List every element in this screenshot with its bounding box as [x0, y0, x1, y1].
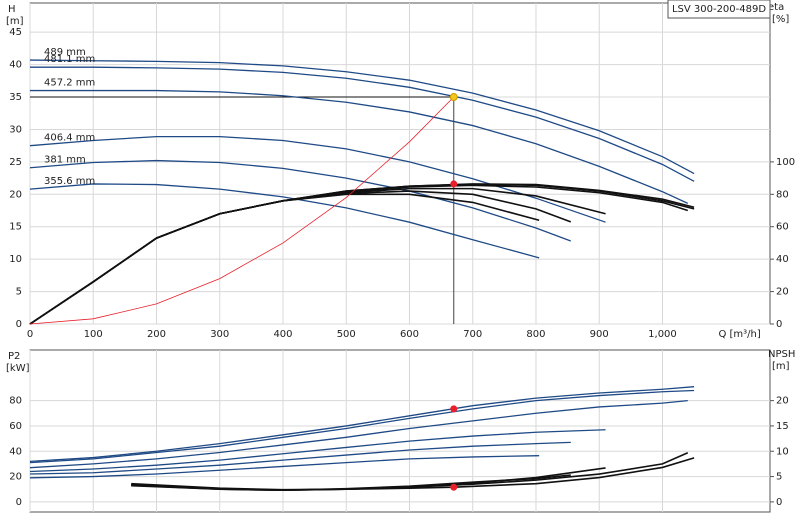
- y-tick-label: 5: [16, 287, 22, 298]
- y2-tick-label: 40: [776, 254, 789, 265]
- y2-axis-unit: [%]: [772, 14, 789, 25]
- operating-point: [450, 405, 458, 413]
- plot-area: [29, 2, 771, 325]
- x-tick-label: 700: [463, 329, 482, 340]
- efficiency-curve: [29, 193, 540, 325]
- curve: [29, 455, 540, 479]
- x-tick-label: 900: [590, 329, 609, 340]
- y-tick-label: 40: [9, 60, 22, 71]
- y-tick-label: 0: [16, 319, 22, 330]
- curve: [30, 89, 689, 204]
- y-axis-unit: [kW]: [6, 363, 30, 374]
- x-tick-label: 400: [273, 329, 292, 340]
- y-tick-label: 0: [16, 497, 22, 508]
- y-tick-label: 15: [9, 222, 22, 233]
- curve-label: 355.6 mm: [44, 176, 95, 187]
- curve: [29, 183, 540, 259]
- y2-axis-unit: [m]: [772, 361, 790, 372]
- y-tick-label: 45: [9, 27, 22, 38]
- y2-axis-label: NPSH: [768, 349, 795, 360]
- y-tick-label: 60: [9, 421, 22, 432]
- y-tick-label: 20: [9, 472, 22, 483]
- y2-tick-label: 10: [776, 446, 789, 457]
- x-tick-label: 200: [147, 329, 166, 340]
- y2-tick-label: 15: [776, 421, 789, 432]
- chart-title: LSV 300-200-489D: [672, 4, 766, 15]
- efficiency-curve: [131, 474, 571, 492]
- y2-tick-label: 80: [776, 189, 789, 200]
- operating-point: [450, 483, 458, 491]
- y2-tick-label: 0: [776, 319, 782, 330]
- curve-label: 381 mm: [44, 155, 86, 166]
- x-axis-label: Q [m³/h]: [718, 329, 760, 340]
- y-tick-label: 30: [9, 124, 22, 135]
- y2-axis-label: eta: [768, 2, 784, 13]
- title-box: [667, 0, 771, 19]
- curve: [29, 441, 571, 475]
- x-tick-label: 1,000: [648, 329, 677, 340]
- y-tick-label: 10: [9, 254, 22, 265]
- y2-tick-label: 0: [776, 497, 782, 508]
- y-tick-label: 80: [9, 396, 22, 407]
- curve: [29, 399, 688, 469]
- y-axis-unit: [m]: [6, 16, 24, 27]
- curve-label: 457.2 mm: [44, 78, 95, 89]
- curve-label: 481.1 mm: [44, 54, 95, 65]
- y2-tick-label: 20: [776, 396, 789, 407]
- y2-tick-label: 20: [776, 287, 789, 298]
- y-axis-label: H: [8, 4, 16, 15]
- y-axis-label: P2: [8, 351, 20, 362]
- curve: [29, 96, 455, 325]
- y-tick-label: 25: [9, 157, 22, 168]
- x-tick-label: 500: [337, 329, 356, 340]
- y2-tick-label: 5: [776, 472, 782, 483]
- y-tick-label: 20: [9, 189, 22, 200]
- y2-tick-label: 60: [776, 222, 789, 233]
- curve: [29, 429, 606, 473]
- curve-label: 406.4 mm: [44, 133, 95, 144]
- y2-tick-label: 100: [776, 157, 795, 168]
- operating-point: [449, 93, 458, 102]
- y-tick-label: 35: [9, 92, 22, 103]
- curve: [30, 66, 695, 182]
- operating-point: [450, 180, 458, 188]
- x-tick-label: 300: [210, 329, 229, 340]
- y-tick-label: 40: [9, 446, 22, 457]
- x-tick-label: 600: [400, 329, 419, 340]
- x-tick-label: 800: [526, 329, 545, 340]
- curve: [29, 159, 571, 242]
- x-tick-label: 0: [27, 329, 33, 340]
- x-tick-label: 100: [84, 329, 103, 340]
- curve: [29, 386, 695, 463]
- curve: [29, 135, 606, 223]
- curve: [29, 389, 695, 464]
- curve-label: 489 mm: [44, 47, 86, 58]
- curve: [29, 59, 695, 175]
